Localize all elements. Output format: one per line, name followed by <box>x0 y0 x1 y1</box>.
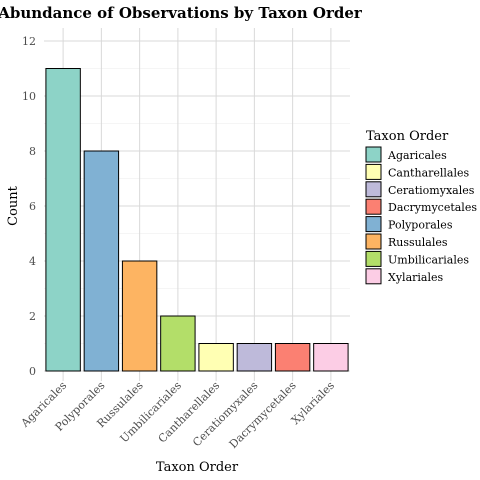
legend-title: Taxon Order <box>366 129 449 144</box>
bar-umbilicariales <box>160 315 196 372</box>
y-tick-label: 4 <box>29 255 36 268</box>
legend-label: Dacrymycetales <box>388 201 477 214</box>
legend-swatch <box>365 250 382 267</box>
y-tick-label: 8 <box>29 145 36 158</box>
y-tick-label: 12 <box>22 35 36 48</box>
bar-dacrymycetales <box>274 343 311 372</box>
y-tick-label: 10 <box>22 90 36 103</box>
legend-label: Umbilicariales <box>388 253 469 266</box>
chart-title: Abundance of Observations by Taxon Order <box>0 4 363 22</box>
legend-swatch <box>365 198 382 215</box>
x-axis-title: Taxon Order <box>156 460 239 475</box>
legend-label: Russulales <box>388 236 448 249</box>
legend-label: Cantharellales <box>388 166 470 179</box>
bars <box>45 68 349 372</box>
legend-swatch <box>365 146 382 163</box>
legend-swatch <box>365 233 382 250</box>
legend-swatch <box>365 163 382 180</box>
legend-label: Agaricales <box>387 149 447 162</box>
y-axis-ticks: 0 2 4 6 8 10 12 <box>22 35 36 378</box>
x-tick-label: Dacrymycetales <box>227 379 299 451</box>
x-tick-label: Ceratiomyxales <box>190 379 261 450</box>
legend-label: Polyporales <box>388 219 453 232</box>
legend: Taxon Order Agaricales Cantharellales Cera… <box>365 129 477 285</box>
legend-swatch <box>365 268 382 285</box>
legend-label: Xylariales <box>388 271 443 284</box>
legend-swatch <box>365 216 382 233</box>
y-tick-label: 0 <box>29 365 36 378</box>
bar-xylariales <box>313 343 349 372</box>
y-axis-title: Count <box>6 185 21 226</box>
bar-agaricales <box>45 68 81 372</box>
x-axis-ticks: AgaricalesPolyporalesRussulalesUmbilicar… <box>18 379 337 451</box>
bar-russulales <box>121 260 158 372</box>
bar-ceratiomyxales <box>236 343 273 372</box>
y-tick-label: 2 <box>29 310 36 323</box>
bar-cantharellales <box>198 343 234 372</box>
y-tick-label: 6 <box>29 200 36 213</box>
bar-polyporales <box>83 150 120 372</box>
legend-swatch <box>365 181 382 198</box>
legend-label: Ceratiomyxales <box>388 184 475 197</box>
